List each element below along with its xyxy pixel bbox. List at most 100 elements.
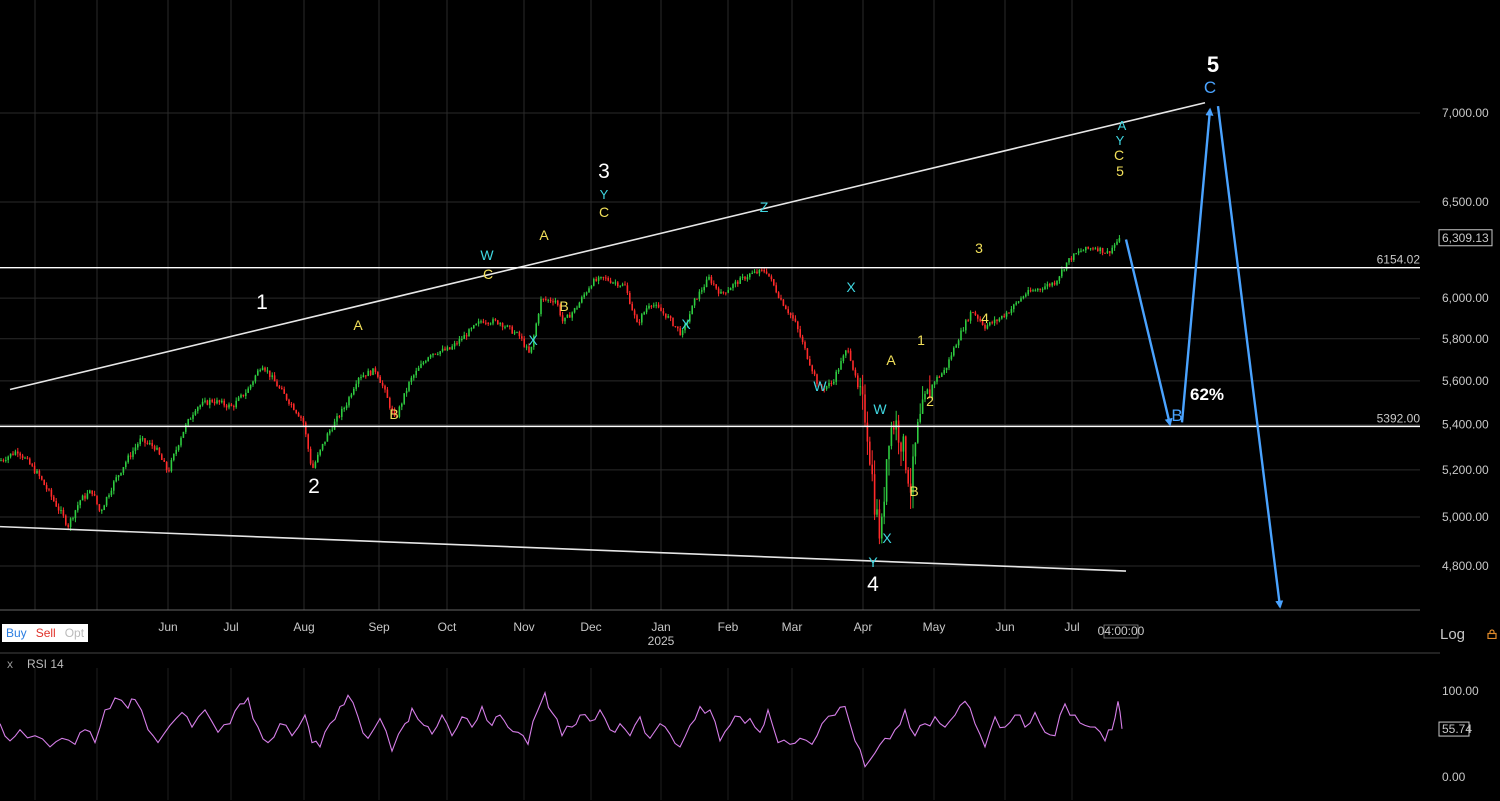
candle-body <box>996 319 998 322</box>
sell-button[interactable]: Sell <box>35 626 56 640</box>
candle-body <box>410 377 413 382</box>
candle-body <box>463 335 465 340</box>
candle-body <box>576 307 578 309</box>
rsi-close-icon[interactable]: x <box>7 657 13 671</box>
candle-body <box>281 387 283 390</box>
candle-body <box>168 470 170 472</box>
candle-body <box>581 297 583 303</box>
candle-body <box>242 394 245 397</box>
candle-body <box>993 319 996 324</box>
candle-body <box>33 465 36 474</box>
wave-label: B <box>389 406 398 422</box>
candle-body <box>557 300 559 306</box>
price-tick-label: 5,200.00 <box>1442 463 1489 477</box>
candle-body <box>797 321 799 330</box>
candle-body <box>883 501 885 517</box>
candle-body <box>816 374 818 384</box>
candle-body <box>638 322 641 324</box>
candle-body <box>813 371 816 375</box>
time-tick-label: Feb <box>718 620 739 634</box>
candle-body <box>151 443 153 447</box>
year-label: 2025 <box>648 634 675 648</box>
candle-body <box>132 450 134 457</box>
candle-body <box>1080 250 1082 252</box>
candle-body <box>26 457 29 459</box>
wave-label: C <box>1204 78 1216 97</box>
candle-body <box>504 326 506 328</box>
candle-body <box>540 298 542 314</box>
candle-body <box>701 290 703 292</box>
candle-body <box>65 515 67 525</box>
candle-body <box>924 393 926 400</box>
candle-body <box>794 318 797 322</box>
price-tick-label: 6,000.00 <box>1442 291 1489 305</box>
candle-body <box>45 485 48 490</box>
candle-body <box>1109 251 1111 254</box>
candle-body <box>547 299 549 301</box>
candle-body <box>127 455 129 463</box>
candle-body <box>881 516 883 539</box>
candle-body <box>9 453 12 457</box>
candle-body <box>434 353 437 355</box>
candle-body <box>588 288 590 293</box>
candle-body <box>1022 296 1025 299</box>
candle-body <box>427 357 429 362</box>
time-axis[interactable]: Jun Jul Aug Sep Oct Nov Dec Jan Feb Mar Apr May Jun J… <box>158 620 1144 648</box>
candle-body <box>348 397 350 406</box>
candle-body <box>681 330 684 336</box>
candle-body <box>763 269 765 272</box>
log-scale-toggle[interactable]: Log <box>1440 626 1466 643</box>
candle-body <box>936 376 938 382</box>
candle-body <box>137 444 139 448</box>
candle-body <box>979 318 981 321</box>
candle-body <box>1077 251 1080 254</box>
candle-body <box>607 277 609 281</box>
candle-body <box>773 279 775 286</box>
price-tick-label: 5,800.00 <box>1442 332 1489 346</box>
candle-body <box>984 324 986 329</box>
candle-body <box>38 470 41 477</box>
candle-body <box>696 298 698 300</box>
wave-label: 3 <box>598 160 610 183</box>
candle-body <box>1041 289 1044 291</box>
option-button[interactable]: Opt <box>64 626 85 640</box>
wave-label: B <box>559 298 568 314</box>
candle-body <box>823 388 825 390</box>
candle-body <box>655 304 657 306</box>
candle-body <box>559 305 561 316</box>
candle-body <box>895 420 897 430</box>
candle-body <box>710 276 713 284</box>
candle-body <box>626 285 629 293</box>
candle-body <box>293 404 295 411</box>
price-axis[interactable]: 7,000.00 6,500.00 6,000.00 5,800.00 5,600.00… <box>1438 106 1493 573</box>
candle-body <box>713 283 715 285</box>
candle-body <box>321 444 324 450</box>
candle-body <box>960 330 962 341</box>
buy-button[interactable]: Buy <box>6 626 27 640</box>
candle-body <box>717 288 720 294</box>
candle-body <box>420 363 422 368</box>
candle-body <box>326 433 329 442</box>
candle-body <box>1113 244 1116 248</box>
candle-body <box>516 332 518 334</box>
candle-body <box>218 400 221 403</box>
candle-body <box>228 404 230 408</box>
candle-body <box>372 368 374 376</box>
time-tick-label: Aug <box>293 620 314 634</box>
candle-body <box>734 281 737 285</box>
candle-body <box>7 456 9 461</box>
wave-label: B <box>909 483 918 499</box>
candle-body <box>809 358 811 366</box>
candle-body <box>350 394 353 398</box>
candle-body <box>355 383 357 389</box>
candle-body <box>950 355 953 360</box>
candle-body <box>1082 250 1085 252</box>
candle-body <box>617 282 619 287</box>
candle-body <box>780 297 782 300</box>
candle-body <box>641 314 643 323</box>
candle-body <box>425 361 427 363</box>
candle-body <box>629 292 631 304</box>
lock-icon[interactable] <box>1487 629 1497 639</box>
wave-label: X <box>681 316 691 332</box>
